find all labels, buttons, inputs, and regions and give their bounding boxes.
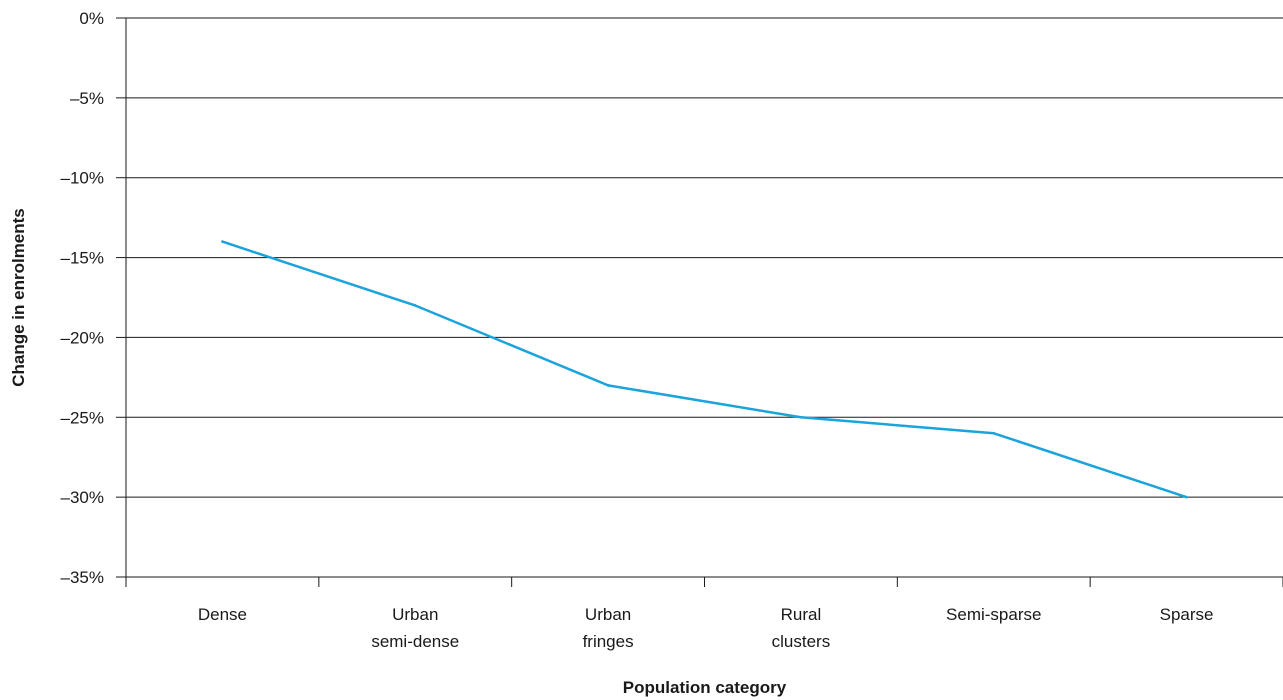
y-tick-label: –10% bbox=[61, 169, 104, 188]
series-layer bbox=[221, 240, 1188, 499]
data-point bbox=[992, 431, 996, 435]
x-tick-label: Rural clusters bbox=[772, 605, 831, 651]
x-tick-label: Dense bbox=[198, 605, 247, 624]
y-axis-title: Change in enrolments bbox=[9, 208, 28, 387]
y-tick-label: –15% bbox=[61, 249, 104, 268]
y-tick-label: –35% bbox=[61, 568, 104, 587]
x-tick-label: Sparse bbox=[1160, 605, 1214, 624]
data-point bbox=[799, 415, 803, 419]
gridlines bbox=[126, 17, 1283, 578]
x-tick-label: Semi-sparse bbox=[946, 605, 1041, 624]
y-tick-label: –25% bbox=[61, 408, 104, 427]
y-axis-ticks: 0% –5% –10% –15% –20% –25% –30% –35% bbox=[61, 9, 126, 587]
y-tick-label: –5% bbox=[70, 89, 104, 108]
y-tick-label: –30% bbox=[61, 488, 104, 507]
x-tick-label: Urban fringes bbox=[583, 605, 634, 651]
x-axis-ticks: Dense Urban semi-dense Urban fringes Rural clu… bbox=[125, 577, 1283, 651]
data-point bbox=[606, 384, 610, 387]
x-axis-title: Population category bbox=[623, 678, 787, 697]
x-tick-label: Urban semi-dense bbox=[371, 605, 459, 651]
data-point bbox=[221, 240, 224, 243]
data-point bbox=[1185, 495, 1188, 499]
data-point bbox=[413, 304, 417, 307]
y-tick-label: 0% bbox=[79, 9, 104, 28]
y-tick-label: –20% bbox=[61, 328, 104, 347]
series-line bbox=[222, 240, 1187, 499]
